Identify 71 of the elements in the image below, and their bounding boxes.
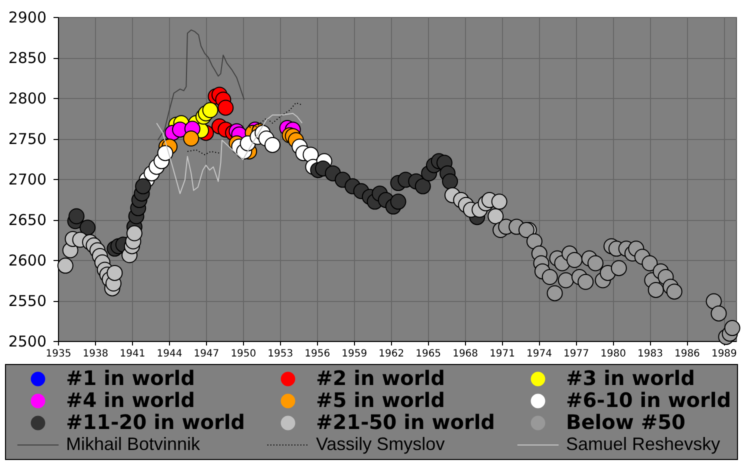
point: [390, 194, 406, 210]
y-tick-label: 2550: [8, 292, 46, 310]
point: [526, 233, 542, 250]
point: [542, 269, 558, 285]
line-series: [156, 112, 303, 194]
point: [442, 173, 458, 190]
y-tick-label: 2500: [8, 332, 46, 350]
point: [157, 145, 174, 162]
legend-label: Mikhail Botvinnik: [66, 434, 202, 454]
point: [610, 260, 627, 276]
x-tick-label: 1986: [674, 348, 700, 360]
point: [566, 252, 583, 268]
x-tick-label: 1947: [194, 348, 220, 360]
legend-label: #21-50 in world: [316, 410, 495, 434]
x-tick-label: 1977: [564, 348, 589, 360]
point: [710, 305, 727, 322]
x-tick-label: 1956: [304, 348, 330, 360]
point: [80, 220, 96, 236]
legend-label: #3 in world: [566, 366, 695, 390]
legend-label: #1 in world: [66, 366, 195, 390]
x-tick-label: 1983: [637, 348, 663, 360]
x-tick-label: 1950: [230, 348, 256, 360]
legend-label: #4 in world: [66, 388, 195, 412]
point: [491, 194, 508, 210]
point: [642, 255, 658, 272]
y-tick-label: 2700: [8, 170, 46, 188]
point: [106, 264, 123, 281]
legend-label: #6-10 in world: [566, 388, 732, 412]
legend-label: #2 in world: [316, 366, 445, 390]
point: [218, 100, 234, 116]
point: [414, 178, 431, 194]
y-tick-label: 2600: [8, 252, 46, 270]
legend-label: Samuel Reshevsky: [566, 434, 720, 454]
x-tick-label: 1989: [711, 348, 737, 360]
point: [666, 284, 682, 300]
y-tick-label: 2650: [8, 211, 46, 229]
point: [183, 130, 200, 146]
x-tick-label: 1962: [378, 348, 404, 360]
x-tick-label: 1953: [268, 348, 294, 360]
point: [135, 178, 152, 194]
point: [578, 274, 594, 290]
x-tick-label: 1971: [490, 348, 516, 360]
y-tick-label: 2900: [8, 8, 46, 26]
x-tick-label: 1938: [82, 348, 108, 360]
point: [724, 320, 740, 336]
point: [68, 208, 84, 224]
point: [126, 225, 142, 242]
point: [706, 293, 722, 310]
point: [546, 285, 563, 302]
x-tick-label: 1941: [120, 348, 146, 360]
point: [57, 258, 74, 274]
legend-label: #5 in world: [316, 388, 445, 412]
x-tick-label: 1968: [452, 348, 478, 360]
point: [587, 255, 604, 272]
y-tick-label: 2850: [8, 49, 46, 67]
x-tick-label: 1935: [46, 348, 72, 360]
y-tick-label: 2750: [8, 130, 46, 148]
legend-label: Vassily Smyslov: [316, 434, 445, 454]
point: [558, 272, 574, 288]
x-tick-label: 1980: [600, 348, 626, 360]
point: [488, 208, 504, 224]
point: [202, 102, 218, 118]
point: [648, 282, 664, 298]
point: [264, 136, 280, 153]
x-tick-label: 1944: [156, 348, 182, 360]
x-tick-label: 1959: [342, 348, 368, 360]
legend-label: Below #50: [566, 410, 686, 434]
x-tick-label: 1974: [526, 348, 552, 360]
legend-label: #11-20 in world: [66, 410, 245, 434]
y-tick-label: 2800: [8, 90, 46, 108]
x-tick-label: 1965: [416, 348, 442, 360]
